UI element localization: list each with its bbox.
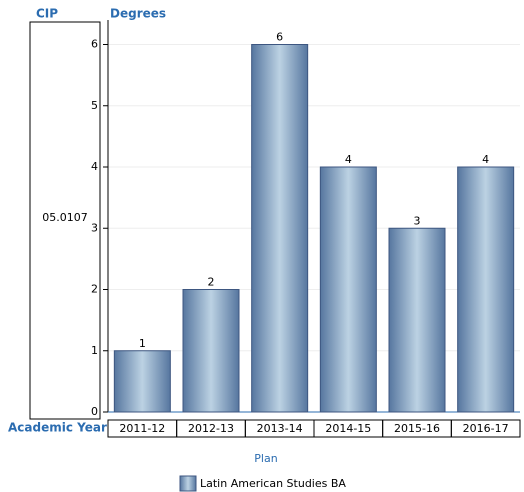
legend-swatch <box>179 475 197 492</box>
row-label: 05.0107 <box>42 211 88 224</box>
bar <box>319 166 377 413</box>
data-label: 3 <box>414 214 421 227</box>
x-tick-label: 2012-13 <box>188 422 234 435</box>
y-tick-label: 2 <box>91 283 98 296</box>
data-label: 6 <box>276 31 283 44</box>
data-label: 4 <box>482 153 489 166</box>
bar <box>251 44 309 413</box>
x-axis-label: Academic Year <box>8 421 107 435</box>
x-tick-label: 2011-12 <box>119 422 165 435</box>
y-tick-label: 1 <box>91 344 98 357</box>
y-tick-label: 5 <box>91 99 98 112</box>
legend-label: Latin American Studies BA <box>200 477 346 490</box>
y-axis-label: Degrees <box>110 7 166 21</box>
data-label: 4 <box>345 153 352 166</box>
row-box <box>29 21 101 420</box>
bar <box>113 350 171 413</box>
data-label: 2 <box>208 276 215 289</box>
x-tick-cell <box>450 419 521 438</box>
legend-title: Plan <box>254 452 277 465</box>
x-tick-label: 2013-14 <box>257 422 303 435</box>
y-tick-label: 0 <box>91 405 98 418</box>
y-tick-label: 6 <box>91 38 98 51</box>
y-tick-label: 4 <box>91 160 98 173</box>
bar <box>388 227 446 413</box>
bar <box>457 166 515 413</box>
x-tick-label: 2015-16 <box>394 422 440 435</box>
row-header: CIP <box>36 7 58 21</box>
data-label: 1 <box>139 337 146 350</box>
y-tick-label: 3 <box>91 221 98 234</box>
bar <box>182 289 240 413</box>
x-tick-label: 2016-17 <box>463 422 509 435</box>
x-tick-label: 2014-15 <box>325 422 371 435</box>
